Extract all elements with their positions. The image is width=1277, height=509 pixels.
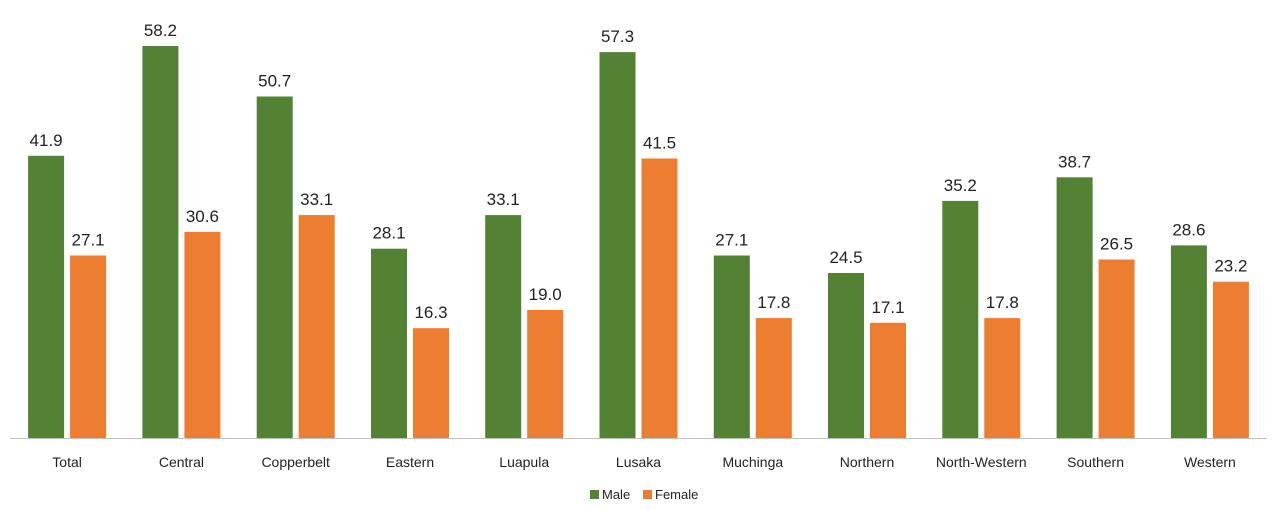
value-label-male-10: 38.7 bbox=[1058, 152, 1091, 171]
category-label-5: Luapula bbox=[499, 454, 549, 470]
legend-label-female: Female bbox=[655, 487, 698, 502]
bar-male-7 bbox=[713, 255, 750, 438]
value-label-male-1: 41.9 bbox=[30, 131, 63, 150]
bar-female-3 bbox=[298, 215, 335, 438]
bar-male-11 bbox=[1170, 245, 1207, 438]
value-label-female-4: 16.3 bbox=[414, 303, 447, 322]
category-label-1: Total bbox=[52, 454, 82, 470]
value-label-female-10: 26.5 bbox=[1100, 235, 1133, 254]
value-label-male-11: 28.6 bbox=[1172, 220, 1205, 239]
legend-swatch-female bbox=[643, 490, 652, 499]
category-label-6: Lusaka bbox=[616, 454, 661, 470]
bar-male-3 bbox=[256, 96, 293, 438]
value-label-male-9: 35.2 bbox=[944, 176, 977, 195]
bars-group bbox=[28, 46, 1249, 439]
bar-female-8 bbox=[870, 322, 906, 438]
category-label-7: Muchinga bbox=[722, 454, 783, 470]
bar-female-1 bbox=[70, 255, 107, 438]
bar-male-9 bbox=[942, 200, 979, 438]
bar-male-8 bbox=[828, 273, 864, 438]
value-label-male-4: 28.1 bbox=[372, 224, 405, 243]
bar-female-9 bbox=[984, 318, 1021, 438]
value-label-male-2: 58.2 bbox=[144, 21, 177, 40]
legend: Male Female bbox=[590, 487, 698, 502]
value-label-male-6: 57.3 bbox=[601, 27, 634, 46]
bar-female-7 bbox=[755, 318, 792, 438]
value-label-female-7: 17.8 bbox=[757, 293, 790, 312]
category-label-8: Northern bbox=[840, 454, 894, 470]
value-label-female-11: 23.2 bbox=[1214, 257, 1247, 276]
value-label-female-1: 27.1 bbox=[72, 231, 105, 250]
bar-female-10 bbox=[1098, 259, 1135, 438]
legend-swatch-male bbox=[590, 490, 599, 499]
bar-male-4 bbox=[371, 248, 407, 438]
value-label-female-5: 19.0 bbox=[529, 285, 562, 304]
value-label-male-5: 33.1 bbox=[487, 190, 520, 209]
bar-female-6 bbox=[641, 158, 678, 438]
value-labels-group: 41.9 27.1 58.2 30.6 50.7 33.1 28.1 16.3 33.1 19.0… bbox=[30, 21, 1248, 322]
bar-female-2 bbox=[184, 231, 221, 438]
category-label-10: Southern bbox=[1067, 454, 1124, 470]
value-label-female-8: 17.1 bbox=[871, 298, 904, 317]
value-label-male-3: 50.7 bbox=[258, 72, 291, 91]
value-label-male-7: 27.1 bbox=[715, 231, 748, 250]
bar-male-10 bbox=[1056, 177, 1093, 439]
bar-male-6 bbox=[599, 52, 636, 438]
value-label-male-8: 24.5 bbox=[829, 248, 862, 267]
legend-label-male: Male bbox=[602, 487, 630, 502]
bar-female-11 bbox=[1212, 281, 1249, 438]
bar-female-5 bbox=[527, 310, 564, 438]
bar-male-1 bbox=[28, 155, 65, 439]
category-label-4: Eastern bbox=[386, 454, 434, 470]
category-label-9: North-Western bbox=[936, 454, 1027, 470]
bar-female-4 bbox=[413, 328, 449, 438]
value-label-female-9: 17.8 bbox=[986, 293, 1019, 312]
category-label-3: Copperbelt bbox=[261, 454, 330, 470]
value-label-female-3: 33.1 bbox=[300, 190, 333, 209]
value-label-female-6: 41.5 bbox=[643, 134, 676, 153]
value-label-female-2: 30.6 bbox=[186, 207, 219, 226]
bar-male-2 bbox=[142, 46, 179, 438]
bar-male-5 bbox=[485, 215, 522, 438]
category-labels-group: Total Central Copperbelt Eastern Luapula Lusa… bbox=[52, 454, 1236, 470]
category-label-2: Central bbox=[159, 454, 204, 470]
category-label-11: Western bbox=[1184, 454, 1236, 470]
